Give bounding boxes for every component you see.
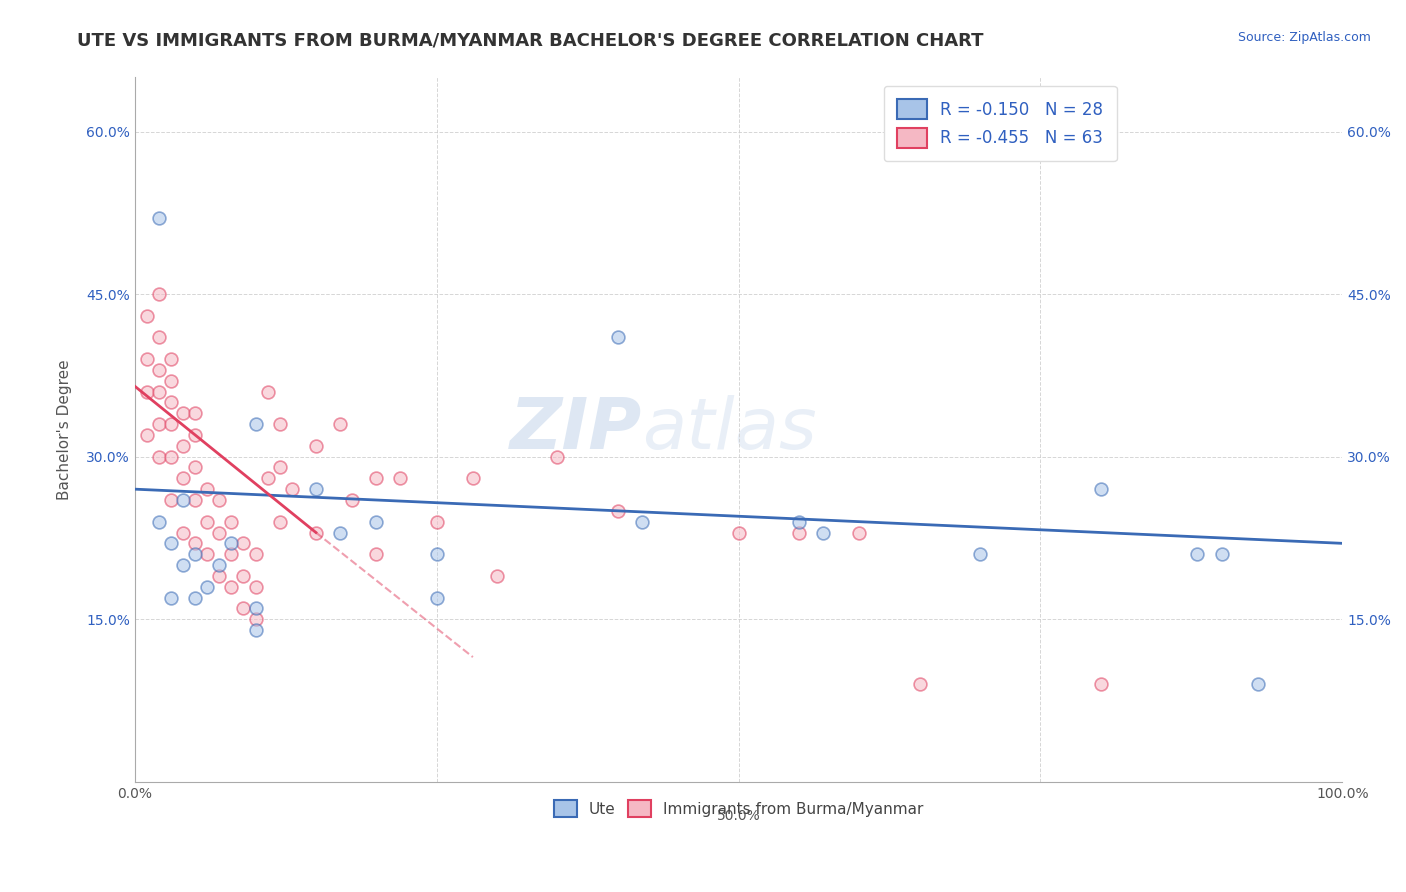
Point (245, 580, 267, 594)
Point (546, 450, 568, 464)
Point (195, 580, 218, 594)
Text: Source: ZipAtlas.com: Source: ZipAtlas.com (1237, 31, 1371, 45)
Point (160, 536, 183, 550)
Point (426, 591, 449, 605)
Point (245, 547, 267, 561)
Point (135, 309, 157, 323)
Point (148, 417, 170, 432)
Point (1247, 677, 1270, 691)
Text: ZIP: ZIP (510, 395, 643, 464)
Point (195, 482, 218, 496)
Point (135, 428, 157, 442)
Text: UTE VS IMMIGRANTS FROM BURMA/MYANMAR BACHELOR'S DEGREE CORRELATION CHART: UTE VS IMMIGRANTS FROM BURMA/MYANMAR BAC… (77, 31, 984, 49)
Point (389, 471, 412, 485)
Point (232, 569, 254, 583)
Point (148, 363, 170, 377)
Point (426, 547, 449, 561)
Point (221, 536, 243, 550)
Point (221, 515, 243, 529)
Point (160, 417, 183, 432)
Point (848, 525, 870, 540)
Point (160, 493, 183, 508)
Point (329, 417, 352, 432)
Point (486, 569, 509, 583)
Point (172, 525, 194, 540)
Point (245, 623, 267, 637)
Point (208, 493, 231, 508)
Point (908, 677, 931, 691)
Point (1187, 547, 1209, 561)
Point (245, 417, 267, 432)
Point (606, 504, 628, 518)
Point (269, 460, 291, 475)
Point (1211, 547, 1233, 561)
Point (305, 525, 328, 540)
Point (160, 591, 183, 605)
Point (184, 493, 207, 508)
Point (787, 525, 810, 540)
Point (148, 515, 170, 529)
Point (184, 428, 207, 442)
Point (160, 374, 183, 388)
Point (172, 439, 194, 453)
Point (172, 471, 194, 485)
Point (329, 525, 352, 540)
Point (969, 547, 991, 561)
Point (305, 482, 328, 496)
Point (727, 525, 749, 540)
Point (245, 612, 267, 626)
Point (184, 460, 207, 475)
Point (811, 525, 834, 540)
Point (172, 406, 194, 420)
Point (148, 384, 170, 399)
Point (160, 352, 183, 367)
Point (135, 384, 157, 399)
Point (184, 591, 207, 605)
Text: 50.0%: 50.0% (717, 809, 761, 823)
Point (160, 450, 183, 464)
Point (305, 439, 328, 453)
Point (195, 515, 218, 529)
Point (269, 417, 291, 432)
Point (184, 547, 207, 561)
Point (208, 569, 231, 583)
Point (426, 515, 449, 529)
Point (208, 525, 231, 540)
Point (232, 601, 254, 615)
Point (221, 580, 243, 594)
Legend: Ute, Immigrants from Burma/Myanmar: Ute, Immigrants from Burma/Myanmar (547, 794, 929, 823)
Point (184, 536, 207, 550)
Point (461, 471, 484, 485)
Point (606, 330, 628, 344)
Point (281, 482, 304, 496)
Point (1090, 482, 1112, 496)
Point (184, 406, 207, 420)
Point (631, 515, 654, 529)
Point (172, 493, 194, 508)
Point (221, 547, 243, 561)
Point (366, 471, 388, 485)
Point (208, 558, 231, 572)
Point (135, 352, 157, 367)
Point (148, 287, 170, 301)
Point (340, 493, 363, 508)
Point (195, 547, 218, 561)
Point (787, 515, 810, 529)
Y-axis label: Bachelor's Degree: Bachelor's Degree (58, 359, 72, 500)
Point (366, 547, 388, 561)
Point (172, 558, 194, 572)
Text: atlas: atlas (643, 395, 817, 464)
Point (148, 211, 170, 226)
Point (366, 515, 388, 529)
Point (148, 450, 170, 464)
Point (256, 384, 278, 399)
Point (160, 395, 183, 409)
Point (148, 330, 170, 344)
Point (1090, 677, 1112, 691)
Point (245, 601, 267, 615)
Point (232, 536, 254, 550)
Point (269, 515, 291, 529)
Point (256, 471, 278, 485)
